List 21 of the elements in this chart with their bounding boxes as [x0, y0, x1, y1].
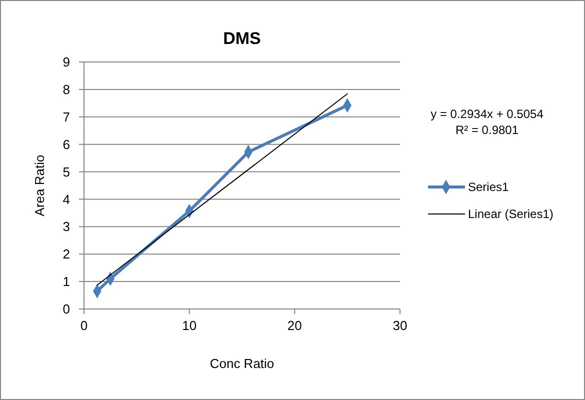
- x-tick-label: 10: [182, 318, 197, 333]
- y-tick-label: 6: [62, 136, 70, 152]
- chart-title: DMS: [223, 29, 261, 48]
- text: R² = 0.9801: [455, 123, 519, 137]
- x-axis-title: Conc Ratio: [210, 356, 274, 371]
- y-tick-label: 3: [62, 219, 70, 234]
- y-tick-label: 0: [62, 302, 70, 317]
- y-tick-label: 4: [62, 192, 70, 207]
- x-tick-label: 30: [392, 318, 408, 333]
- y-tick-label: 1: [62, 274, 70, 290]
- legend-label: Linear (Series1): [468, 207, 554, 222]
- x-tick-label: 20: [287, 318, 302, 333]
- x-tick-label: 0: [80, 318, 88, 333]
- y-tick-label: 2: [62, 246, 70, 262]
- legend-label: Series1: [468, 180, 510, 194]
- y-tick-label: 8: [62, 82, 70, 97]
- y-tick-label: 7: [62, 109, 70, 124]
- y-axis-title: Area Ratio: [32, 154, 47, 216]
- y-tick-label: 5: [62, 164, 70, 180]
- y-tick-label: 9: [62, 54, 70, 70]
- text: y = 0.2934x + 0.5054: [430, 107, 544, 121]
